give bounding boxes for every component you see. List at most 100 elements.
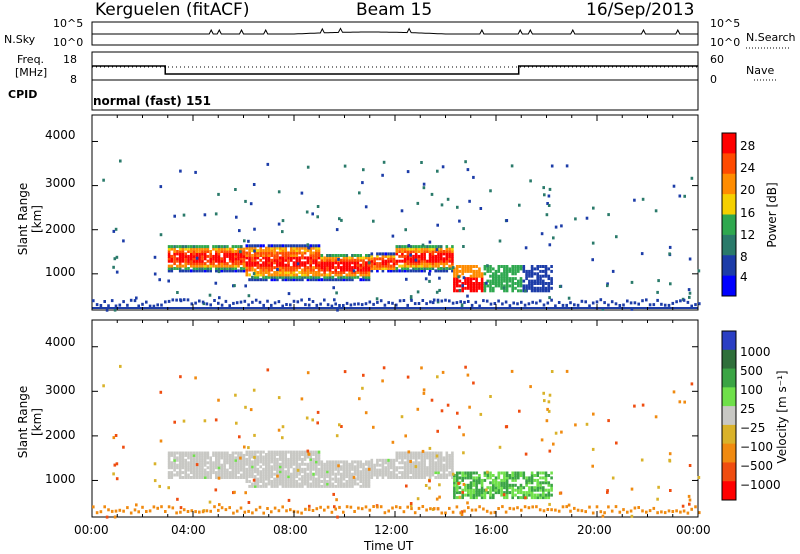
velocity-cell [306,484,310,488]
velocity-cell [370,476,374,479]
velocity-cell [442,463,446,467]
velocity-cell [187,453,190,457]
power-cell [376,254,379,258]
power-cell [356,258,360,262]
velocity-cell [273,477,276,481]
power-cell [494,279,498,283]
power-cell [317,266,321,270]
velocity-cell [522,486,526,490]
power-cell [478,272,481,276]
velocity-cell [472,496,476,500]
velocity-cell [544,493,548,497]
power-cell [248,258,251,262]
power-cell [220,257,224,261]
velocity-cell [262,480,265,483]
velocity-cell [511,483,514,487]
velocity-cell [276,457,279,461]
velocity-cell [178,468,182,472]
velocity-cell [115,462,119,466]
velocity-cell [248,460,251,464]
power-cell [223,254,226,258]
velocity-cell [209,463,212,467]
power-cell [290,244,293,248]
velocity-cell [448,456,451,460]
nave-label: Nave [746,64,775,77]
power-cell [472,269,476,273]
power-cell [281,271,285,274]
power-cell [248,263,251,267]
velocity-cell [253,455,256,459]
velocity-cell [309,455,312,459]
power-cell [248,278,251,282]
velocity-cell [167,453,171,457]
velocity-cell [483,491,487,495]
velocity-cell [228,506,231,510]
velocity-cell [438,495,441,499]
velocity-cell [295,472,299,476]
power-cell [170,269,174,273]
velocity-cell [187,473,190,477]
power-cell [328,275,332,279]
power-cell [223,264,226,268]
power-cell [270,273,274,277]
power-cell [478,284,481,288]
velocity-cell [403,456,407,460]
power-cell [184,262,187,266]
power-cell [306,165,310,169]
power-cell [232,301,235,305]
power-cell [406,170,410,174]
power-cell [303,266,307,270]
power-cell [406,269,410,273]
power-cell [448,252,451,256]
power-cell [184,245,187,249]
power-cell [105,308,109,312]
velocity-cell [167,466,171,470]
velocity-cell [501,505,504,509]
power-cell [267,246,271,250]
velocity-cell [467,471,470,475]
velocity-cell [201,463,204,467]
velocity-cell [190,456,193,460]
velocity-cell [353,480,357,483]
power-cell [500,279,503,283]
velocity-cell [478,491,481,495]
power-cell [345,268,349,272]
power-cell [438,276,441,280]
power-cell [238,229,241,233]
power-cell [320,258,324,262]
velocity-cell [544,488,548,492]
velocity-cell [316,421,319,425]
velocity-cell [334,472,337,476]
power-cell [173,245,176,249]
power-cell [287,244,290,248]
velocity-cell [265,475,268,479]
velocity-cell [248,484,251,488]
power-cell [231,264,235,268]
power-cell [262,271,265,274]
velocity-cell [500,493,503,497]
power-cell [356,261,360,265]
power-cell [359,254,362,257]
velocity-cell [475,496,478,500]
velocity-cell [567,503,571,507]
velocity-cell [245,467,249,471]
velocity-cell [231,466,235,470]
velocity-cell [335,434,339,438]
velocity-cell [292,455,296,459]
freq-label-line2: [MHz] [15,66,48,79]
velocity-cell [217,451,221,455]
power-cell [439,257,443,261]
power-cell [412,245,415,249]
power-cell [110,299,114,303]
velocity-cell [182,419,186,423]
power-cell [201,269,204,273]
velocity-cell [292,477,296,481]
velocity-cell [367,460,371,464]
power-cell [540,232,544,236]
velocity-cell [353,467,357,471]
velocity-cb-m500: −500 [740,459,773,473]
power-cell [326,278,329,282]
velocity-cell [265,477,268,481]
nave-tick-top: 60 [710,53,724,66]
velocity-cell [530,481,534,485]
